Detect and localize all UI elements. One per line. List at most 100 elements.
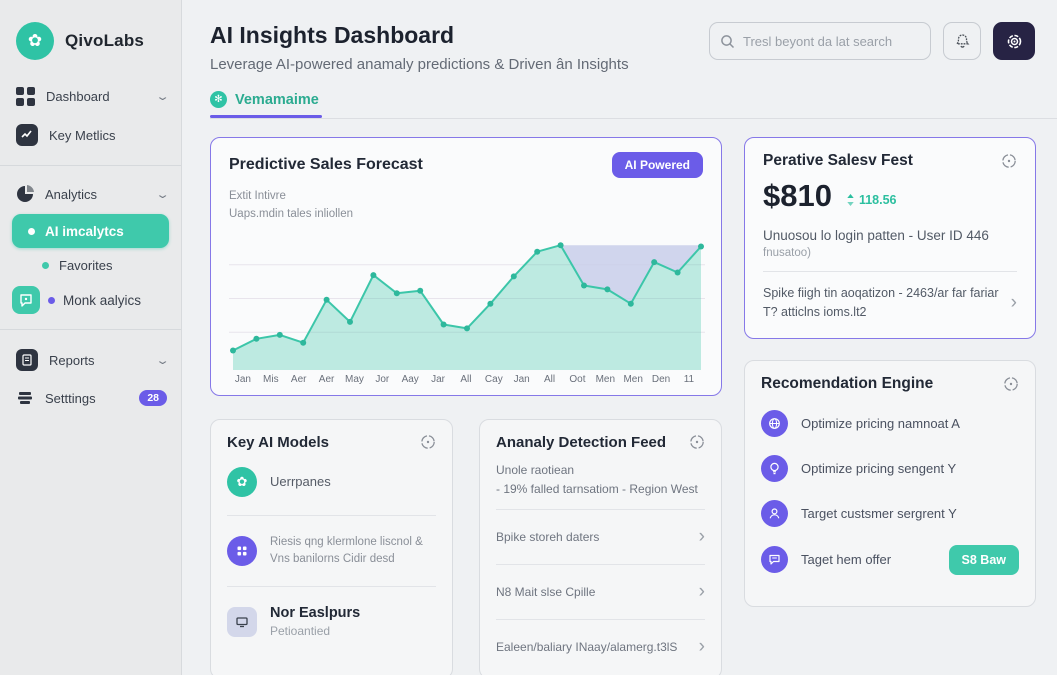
sidebar-item-ai-analytics-selected[interactable]: AI imcalytcs (12, 214, 169, 248)
left-column: Predictive Sales Forecast AI Powered Ext… (210, 137, 722, 675)
x-axis-tick-label: Den (651, 373, 671, 385)
chevron-down-icon: ⌄ (155, 91, 170, 103)
sidebar-item-label: Key Metlics (49, 127, 116, 143)
brand-name: QivoLabs (65, 31, 145, 50)
bullet-dot-icon (28, 227, 35, 235)
topbar: AI Insights Dashboard Leverage AI-powere… (182, 0, 1057, 73)
card-title: Predictive Sales Forecast (229, 156, 423, 173)
tab-vemamaime[interactable]: ✻ Vemamaime (210, 91, 319, 118)
forecast-chart (229, 241, 705, 370)
row-divider (227, 514, 436, 516)
sidebar-item-label: Analytics (45, 186, 98, 202)
search-box[interactable] (709, 22, 931, 60)
x-axis-tick-label: Mis (263, 373, 279, 385)
settings-badge: 28 (139, 390, 167, 406)
user-target-icon (761, 499, 788, 527)
x-axis-tick-label: Men (595, 373, 616, 385)
x-axis-tick-label: Aer (290, 373, 307, 385)
top-actions (709, 22, 1035, 60)
model-leaf-icon: ✿ (227, 466, 257, 497)
chat-bubble-icon (761, 546, 788, 573)
chevron-right-icon: › (698, 636, 705, 657)
clock-icon (1003, 376, 1019, 392)
sidebar: ✿ QivoLabs Dashboard ⌄ Key Metlics Analy… (0, 0, 182, 675)
anomaly-row[interactable]: Ealeen/baliary INaay/alamerg.t3lS › (496, 630, 705, 664)
settings-gear-button[interactable] (993, 22, 1035, 60)
model-text: Nor Easlpurs Petioantied (270, 605, 361, 639)
recommendation-action-button[interactable]: S8 Baw (948, 544, 1019, 575)
x-axis-tick-label: Jar (431, 373, 446, 385)
x-axis-tick-label: 11 (683, 373, 695, 385)
report-document-icon (16, 349, 38, 371)
globe-icon: ✻ (210, 91, 227, 108)
clock-icon (689, 434, 705, 450)
x-axis-tick-label: Jor (375, 373, 390, 385)
qivolabs-logo-icon: ✿ (16, 22, 54, 60)
model-row[interactable]: Nor Easlpurs Petioantied (227, 597, 436, 646)
sidebar-item-label: Setttings (45, 390, 96, 406)
x-axis-tick-label: Oot (569, 373, 586, 385)
anomaly-row[interactable]: N8 Mait slse Cpille › (496, 575, 705, 609)
bell-icon (955, 33, 969, 48)
tabs-row: ✻ Vemamaime (210, 89, 1057, 118)
chevron-down-icon: ⌄ (155, 354, 170, 367)
recommendation-row[interactable]: Optimize pricing namnoat A (761, 401, 1019, 446)
sidebar-item-label: Favorites (59, 258, 113, 273)
search-input[interactable] (743, 33, 920, 49)
sidebar-item-monk-analytics[interactable]: Monk aalyics (0, 281, 181, 319)
clock-icon (420, 434, 436, 450)
model-row[interactable]: Riesis qng klermlone liscnol & Vns banil… (227, 526, 436, 577)
sidebar-item-label: Dashboard (46, 89, 110, 104)
sidebar-item-dashboard[interactable]: Dashboard ⌄ (0, 78, 181, 115)
chat-bubble-icon (12, 286, 40, 314)
chevron-right-icon: › (698, 526, 705, 547)
page-title: AI Insights Dashboard (210, 22, 455, 48)
heading-block: AI Insights Dashboard Leverage AI-powere… (210, 22, 629, 73)
recommendation-label: Taget hem offer (801, 552, 892, 567)
search-icon (720, 34, 735, 49)
recommendation-row[interactable]: Taget hem offer S8 Baw (761, 536, 1019, 584)
x-axis-tick-label: Jan (513, 373, 530, 385)
x-axis-tick-label: Aay (401, 373, 419, 385)
pie-chart-icon (16, 185, 34, 203)
key-ai-models-card: Key AI Models ✿ Uerrpanes (210, 418, 453, 675)
recommendation-row[interactable]: Target custsmer sergrent Y (761, 491, 1019, 536)
anomaly-row[interactable]: Bpike storeh daters › (496, 520, 705, 554)
forecast-card: Predictive Sales Forecast AI Powered Ext… (210, 137, 722, 396)
tabs-bottom-border (210, 118, 1057, 119)
sidebar-item-key-metrics[interactable]: Key Metlics (0, 115, 181, 155)
chevron-right-icon: › (1010, 291, 1017, 313)
anomaly-row-label: Ealeen/baliary INaay/alamerg.t3lS (496, 640, 678, 654)
sidebar-item-favorites[interactable]: Favorites (0, 250, 181, 281)
chart-x-axis-labels: Jan Mis Aer Aer May Jor Aay Jar All Cay Jan All Oot M… (229, 374, 703, 385)
anomaly-intro: Unole raotiean - 19% falled tarnsatiom -… (496, 462, 698, 496)
active-tab-underline (210, 115, 322, 118)
sales-summary-card: Perative Salesv Fest $810 118.56 Unuosou… (744, 137, 1036, 339)
dashboard-grid-icon (16, 87, 35, 106)
sidebar-item-reports[interactable]: Reports ⌄ (0, 340, 181, 380)
row-divider (763, 271, 1017, 272)
sales-alert-line: Unuosou lo login patten - User ID 446 (763, 228, 989, 243)
spike-text: Spike fiigh tin aoqatizon - 2463/ar far … (763, 286, 999, 319)
row-divider (227, 586, 436, 588)
recommendation-label: Optimize pricing namnoat A (801, 415, 960, 431)
recommendation-row[interactable]: Optimize pricing sengent Y (761, 446, 1019, 491)
sidebar-item-analytics[interactable]: Analytics ⌄ (0, 176, 181, 212)
notifications-button[interactable] (943, 22, 981, 60)
forecast-description: Extit Intivre Uaps.mdin tales inliollen (229, 190, 354, 220)
row-divider (496, 509, 705, 510)
sales-value: $810 (763, 178, 832, 213)
anomaly-row-label: Bpike storeh daters (496, 530, 600, 544)
content-grid: Predictive Sales Forecast AI Powered Ext… (182, 119, 1057, 675)
anomaly-row-label: N8 Mait slse Cpille (496, 585, 596, 599)
metrics-icon (16, 124, 38, 146)
sales-spike-row[interactable]: Spike fiigh tin aoqatizon - 2463/ar far … (763, 284, 1017, 322)
sidebar-item-settings[interactable]: Setttings 28 (0, 380, 181, 416)
gear-icon (1007, 34, 1021, 48)
lightbulb-icon (761, 454, 788, 482)
sales-delta: 118.56 (846, 193, 897, 207)
bullet-dot-icon (42, 262, 49, 269)
model-grid-icon (227, 535, 257, 566)
x-axis-tick-label: Men (623, 373, 643, 385)
model-row[interactable]: ✿ Uerrpanes (227, 459, 436, 505)
